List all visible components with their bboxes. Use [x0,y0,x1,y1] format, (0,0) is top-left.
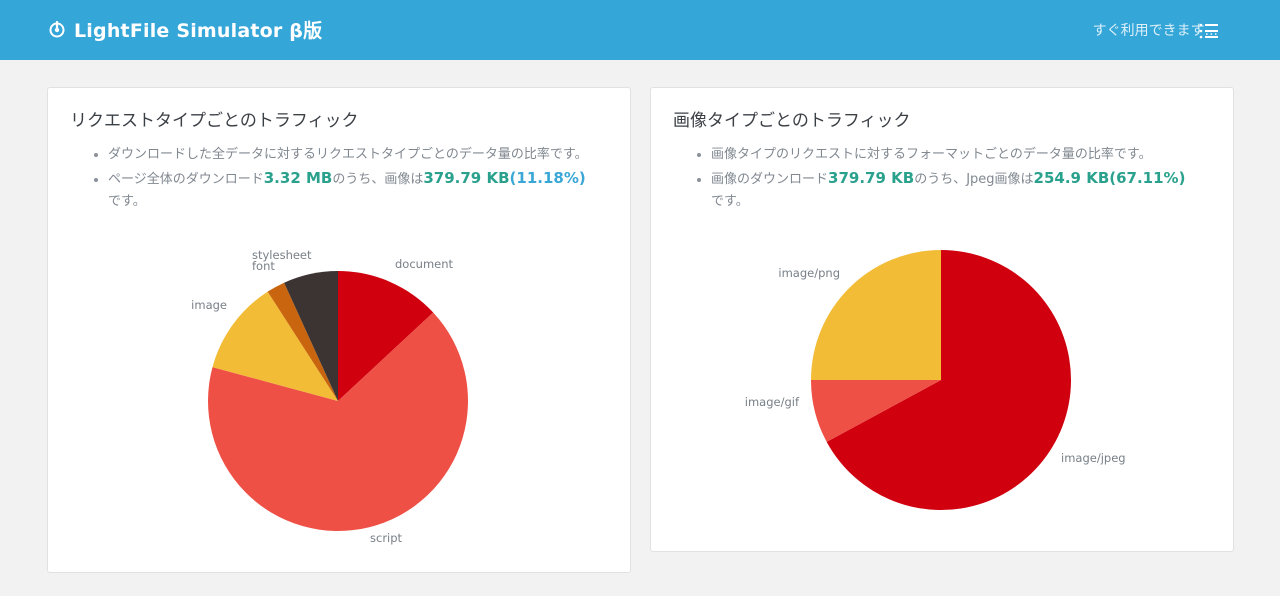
list-menu-icon[interactable] [1198,22,1220,40]
app-header: LightFile Simulator β版 すぐ利用できます... [0,0,1280,60]
list-item: ページ全体のダウンロード3.32 MBのうち、画像は379.79 KB(11.1… [108,167,628,213]
pie-label-script: script [370,531,403,545]
brand[interactable]: LightFile Simulator β版 [48,16,322,42]
description-text: のうち、画像は [332,172,424,187]
pie-slice-document[interactable] [338,271,434,401]
image-percentage: (11.18%) [509,169,586,187]
description-text: です。 [108,194,146,209]
description-list: ダウンロードした全データに対するリクエストタイプごとのデータ量の比率です。 ペー… [88,144,628,214]
power-icon [49,20,65,38]
total-download-size: 3.32 MB [263,169,333,187]
description-text: 画像タイプのリクエストに対するフォーマットごとのデータ量の比率です。 [711,147,1152,162]
description-text: のうち、Jpeg画像は [914,172,1034,187]
pie-slice-font[interactable] [267,282,338,401]
description-text: ページ全体のダウンロード [108,172,264,187]
image-download-size: 379.79 KB [828,169,915,187]
status-text: すぐ利用できます... [1092,23,1218,39]
pie-slice-image[interactable] [212,291,338,401]
pie-label-font: font [252,259,275,273]
description-text: です。 [711,194,749,209]
pie-slice-stylesheet[interactable] [284,271,338,401]
pie-label-document: document [395,257,454,271]
card-title: 画像タイプごとのトラフィック [673,111,911,131]
image-download-size: 379.79 KB [423,169,510,187]
card-title: リクエストタイプごとのトラフィック [70,111,359,131]
pie-label-stylesheet: stylesheet [252,248,312,262]
list-item: 画像タイプのリクエストに対するフォーマットごとのデータ量の比率です。 [711,144,1231,166]
pie-label-image: image [191,298,227,312]
description-text: 画像のダウンロード [711,172,829,187]
description-list: 画像タイプのリクエストに対するフォーマットごとのデータ量の比率です。 画像のダウ… [691,144,1231,214]
pie-slice-script[interactable] [208,312,468,531]
list-item: 画像のダウンロード379.79 KBのうち、Jpeg画像は254.9 KB(67… [711,167,1231,213]
description-text: ダウンロードした全データに対するリクエストタイプごとのデータ量の比率です。 [108,147,588,162]
jpeg-download-size: 254.9 KB(67.11%) [1033,169,1186,187]
app-title: LightFile Simulator β版 [74,19,323,42]
list-item: ダウンロードした全データに対するリクエストタイプごとのデータ量の比率です。 [108,144,628,166]
